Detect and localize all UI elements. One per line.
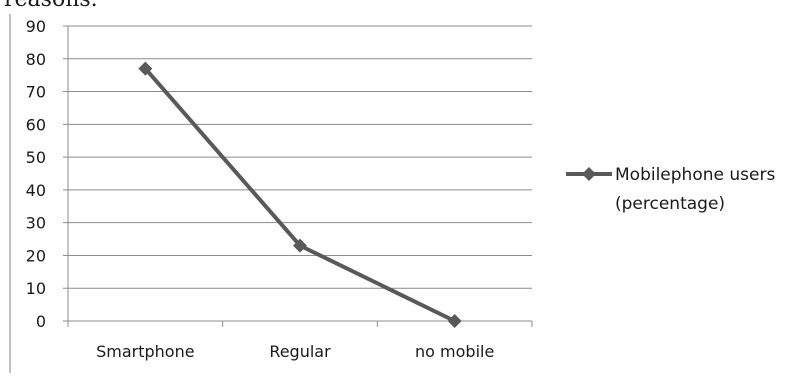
y-tick-label-80: 80	[26, 50, 46, 69]
y-tick-label-70: 70	[26, 83, 46, 102]
y-tick-label-60: 60	[26, 115, 46, 134]
series-point-regular	[293, 238, 307, 253]
legend-label-line-1: Mobilephone users	[615, 165, 775, 185]
series-point-smartphone	[138, 61, 153, 76]
x-tick-label-2: no mobile	[415, 342, 494, 361]
series-line-0	[143, 67, 456, 323]
y-tick-label-10: 10	[26, 279, 46, 298]
y-tick-label-0: 0	[36, 312, 46, 331]
y-tick-label-50: 50	[26, 148, 46, 167]
legend-label-line-2: (percentage)	[615, 194, 725, 214]
x-tick-label-0: Smartphone	[96, 342, 194, 361]
series-point-no-mobile	[447, 314, 462, 328]
y-tick-label-40: 40	[26, 181, 46, 200]
x-tick-label-1: Regular	[269, 342, 331, 361]
legend: Mobilephone users (percentage)	[566, 165, 775, 214]
y-tick-label-20: 20	[26, 246, 46, 265]
legend-marker-swatch	[582, 167, 596, 181]
y-tick-label-90: 90	[26, 17, 46, 36]
gridlines	[68, 25, 532, 289]
series-layer	[138, 61, 462, 328]
y-tick-label-30: 30	[26, 214, 46, 233]
axes: 0 10 20 30 40 50 60 70 80 90 Smartphone Regular no m…	[26, 17, 533, 361]
header-fragment-text: reasons.	[4, 0, 98, 12]
header-text-fragment: reasons.	[4, 0, 98, 12]
